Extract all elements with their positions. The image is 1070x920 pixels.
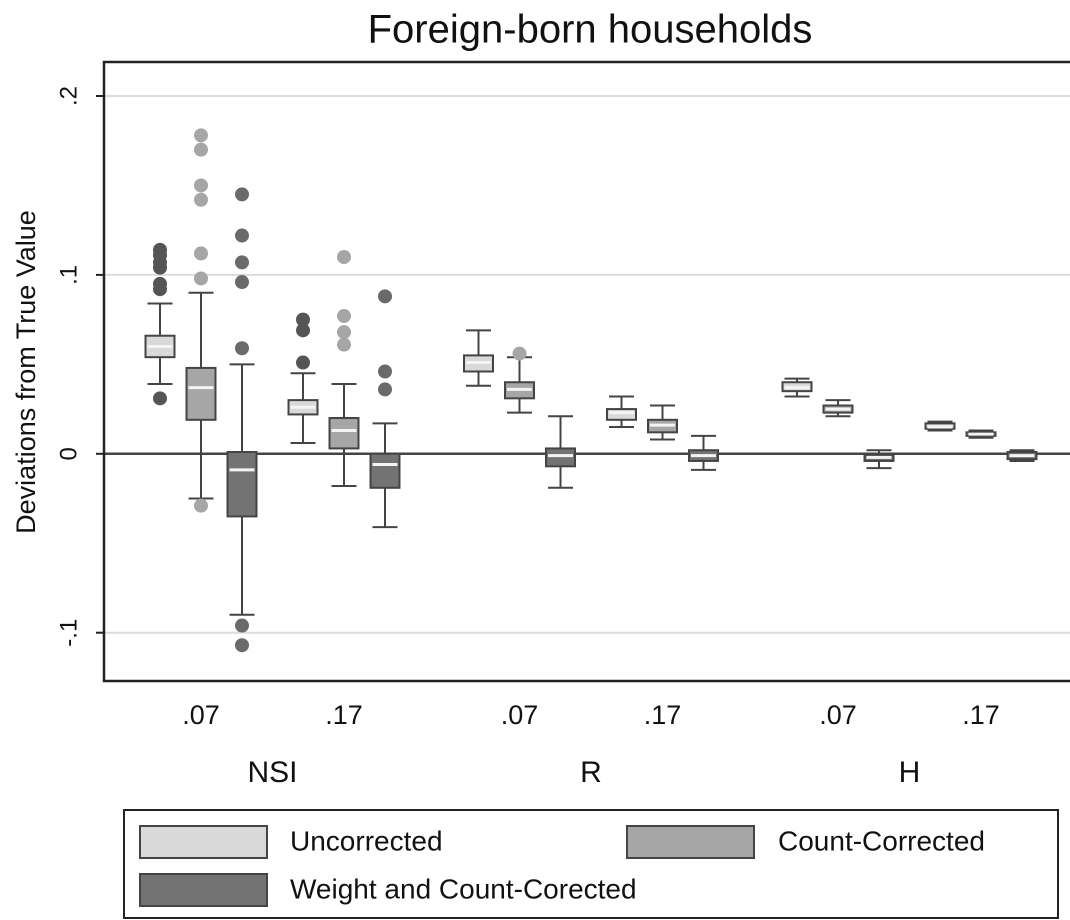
outlier <box>235 275 249 290</box>
legend-swatch <box>626 825 755 859</box>
outlier <box>194 498 208 513</box>
box <box>328 417 360 450</box>
outlier <box>194 128 208 143</box>
group-label: H <box>899 756 921 789</box>
outlier <box>194 192 208 207</box>
y-tick-label: .2 <box>55 86 82 106</box>
box <box>545 447 576 468</box>
subgroup-label: .07 <box>182 700 220 730</box>
outlier <box>337 337 351 352</box>
outlier <box>235 255 249 270</box>
y-tick-label: .1 <box>55 265 82 285</box>
outlier <box>512 346 527 361</box>
legend-swatch <box>139 873 268 907</box>
outlier <box>296 323 310 338</box>
outlier <box>337 250 351 265</box>
group-label: R <box>580 756 602 789</box>
y-tick-label: 0 <box>55 447 82 460</box>
outlier <box>378 382 392 397</box>
group-label: NSI <box>247 756 297 789</box>
box <box>226 451 258 518</box>
outlier <box>194 271 208 286</box>
outlier <box>337 309 351 324</box>
legend-box <box>123 809 1059 919</box>
outlier <box>194 142 208 157</box>
axis-frame <box>102 60 1070 683</box>
subgroup-label: .17 <box>962 700 1000 730</box>
outlier <box>296 355 310 370</box>
plot-area <box>104 62 1070 681</box>
outlier <box>378 289 392 304</box>
outlier <box>235 341 249 356</box>
y-tick-label: -.1 <box>55 619 82 647</box>
legend-label: Weight and Count-Corected <box>290 873 637 904</box>
box <box>606 408 637 421</box>
outlier <box>296 312 310 327</box>
outlier <box>378 364 392 379</box>
outlier <box>153 276 167 291</box>
outlier <box>337 325 351 340</box>
box <box>185 366 217 421</box>
outlier <box>235 228 249 243</box>
subgroup-label: .07 <box>819 700 857 730</box>
subgroup-label: .17 <box>644 700 682 730</box>
legend-label: Count-Corrected <box>778 825 985 856</box>
outlier <box>194 246 208 261</box>
outlier <box>153 242 167 257</box>
subgroup-label: .07 <box>501 700 539 730</box>
outlier <box>235 187 249 202</box>
legend-swatch <box>139 825 268 859</box>
outlier <box>235 638 249 653</box>
y-axis-label: Deviations from True Value <box>11 210 41 534</box>
outlier <box>235 618 249 633</box>
subgroup-label: .17 <box>325 700 363 730</box>
outlier <box>153 391 167 406</box>
box <box>369 452 401 489</box>
legend-label: Uncorrected <box>290 825 443 856</box>
chart-title: Foreign-born households <box>368 8 813 52</box>
outlier <box>194 178 208 193</box>
